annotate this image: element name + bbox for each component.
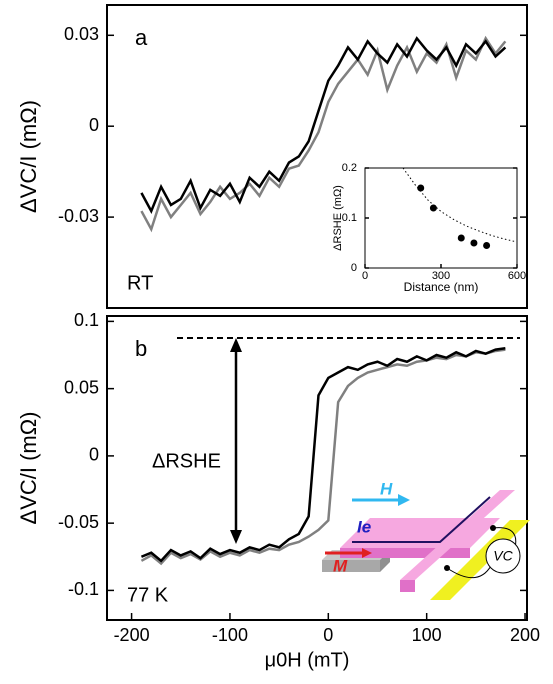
m-arrow-head [362,548,372,558]
x-tick-label: 0 [362,270,368,282]
x-tick-label: 0 [323,625,333,645]
y-tick-label: 0.1 [74,310,99,330]
ie-label: Ie [357,517,371,536]
x-tick-label: -200 [114,625,150,645]
fit-line [402,167,518,243]
panel-label: a [135,25,148,50]
data-line [140,36,507,214]
data-line [140,35,507,233]
y-tick-label: 0 [351,262,357,274]
cu-bar [340,518,500,548]
data-line [140,347,506,563]
y-tick-label: -0.05 [58,512,99,532]
y-tick-label: -0.1 [68,579,99,599]
m-label: M [333,556,348,575]
arrow-head [230,338,242,352]
y-tick-label: 0.03 [64,24,99,44]
plot-frame [106,315,528,621]
y-tick-label: 0 [89,115,99,135]
vc-label: VC [493,548,513,564]
y-tick-label: 0.2 [342,162,357,174]
y-axis-label: ΔVC/I (mΩ) [16,100,41,213]
condition-label: 77 K [127,584,169,606]
y-tick-label: 0.1 [342,212,357,224]
cross-bar-side [400,580,415,592]
data-point [417,184,425,192]
plot-frame [364,167,518,269]
x-axis-label: Distance (nm) [404,280,479,294]
y-tick-label: -0.03 [58,206,99,226]
data-point [457,234,465,242]
current-path [352,496,491,543]
schematic: H Ie M VC [322,479,530,600]
ferromagnet-side [322,560,380,572]
x-tick-label: 100 [412,625,442,645]
x-tick-label: 300 [432,270,450,282]
delta-label: ΔRSHE [152,450,221,472]
condition-label: RT [127,272,153,294]
voltmeter [485,538,521,574]
panel-label: b [135,336,147,361]
y-tick-label: 0 [89,445,99,465]
arrow-head [230,530,242,544]
data-point [483,242,491,249]
h-label: H [380,479,393,498]
y-tick-label: 0.05 [64,377,99,397]
x-tick-label: 200 [510,625,540,645]
data-point [429,204,437,212]
y-axis-label: ΔRSHE (mΩ) [332,185,344,251]
x-axis-label: μ0H (mT) [265,649,350,671]
cross-bar [400,490,515,580]
x-tick-label: -100 [212,625,248,645]
h-arrow-head [398,494,410,506]
y-axis-label: ΔVC/I (mΩ) [16,411,41,524]
data-point [470,239,478,247]
x-tick-label: 600 [508,270,526,282]
